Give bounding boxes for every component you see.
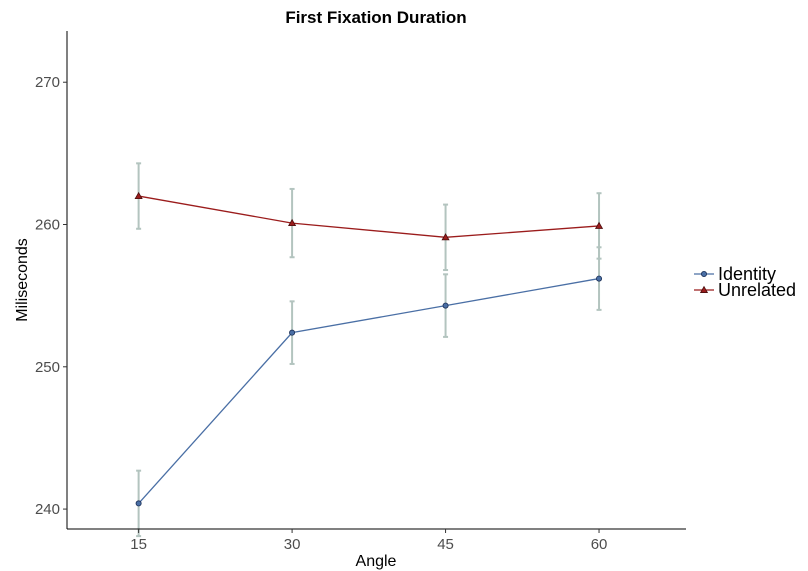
legend-label: Unrelated bbox=[718, 280, 796, 300]
y-tick-label: 250 bbox=[35, 359, 60, 376]
legend-item-unrelated: Unrelated bbox=[694, 280, 796, 300]
data-point-identity bbox=[289, 329, 296, 336]
x-tick-label: 15 bbox=[130, 536, 147, 553]
data-point-unrelated bbox=[441, 233, 450, 241]
y-tick-label: 270 bbox=[35, 74, 60, 91]
plot-area bbox=[134, 162, 604, 538]
data-point-unrelated bbox=[288, 218, 297, 227]
x-tick-label: 45 bbox=[437, 536, 454, 553]
data-point-identity bbox=[135, 500, 142, 507]
legend-circle-icon bbox=[701, 270, 708, 277]
y-axis-label: Miliseconds bbox=[14, 238, 31, 322]
x-axis-label: Angle bbox=[356, 553, 397, 570]
x-tick-label: 30 bbox=[284, 536, 301, 553]
data-point-unrelated bbox=[594, 221, 604, 229]
data-point-identity bbox=[442, 302, 449, 309]
series-line-identity bbox=[138, 277, 600, 504]
series-line-unrelated bbox=[138, 195, 600, 238]
data-point-identity bbox=[596, 275, 603, 282]
x-tick-label: 60 bbox=[591, 536, 608, 553]
y-tick-label: 240 bbox=[35, 501, 60, 518]
chart-title: First Fixation Duration bbox=[285, 8, 466, 27]
y-tick-label: 260 bbox=[35, 217, 60, 234]
y-axis-ticks: 240 250 260 270 bbox=[35, 74, 67, 518]
legend-label: Identity bbox=[718, 264, 776, 284]
legend-triangle-icon bbox=[699, 285, 709, 293]
data-point-unrelated bbox=[134, 191, 143, 200]
legend-item-identity: Identity bbox=[694, 264, 776, 284]
x-axis-ticks: 15 30 45 60 bbox=[130, 529, 607, 553]
